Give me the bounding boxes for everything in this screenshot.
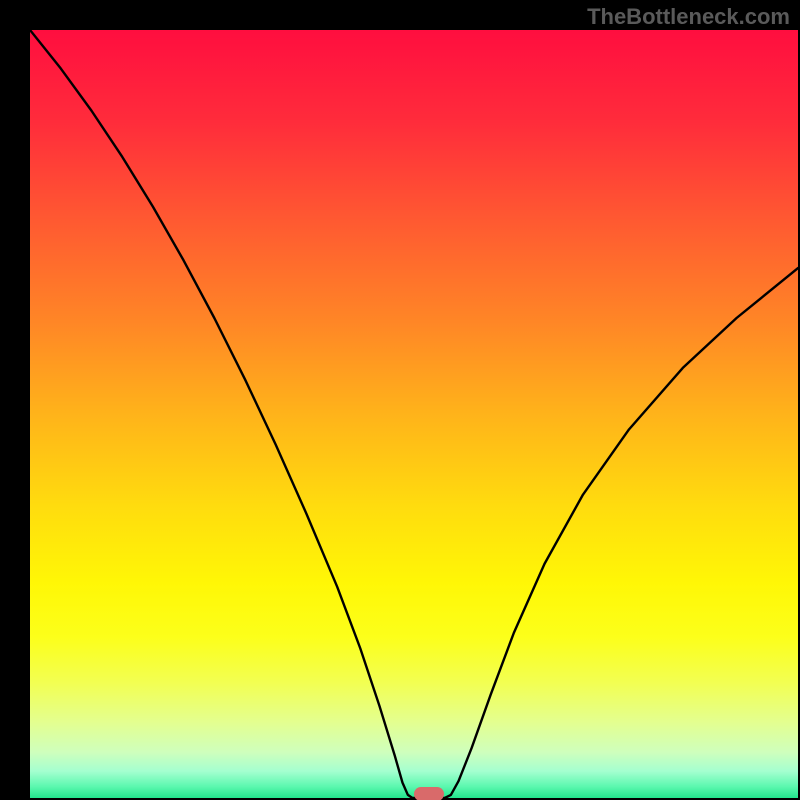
optimum-marker-pill	[414, 787, 444, 800]
bottleneck-curve-path	[30, 30, 798, 798]
bottleneck-curve	[30, 30, 798, 798]
chart-plot-area	[30, 30, 798, 798]
watermark-text: TheBottleneck.com	[587, 4, 790, 30]
